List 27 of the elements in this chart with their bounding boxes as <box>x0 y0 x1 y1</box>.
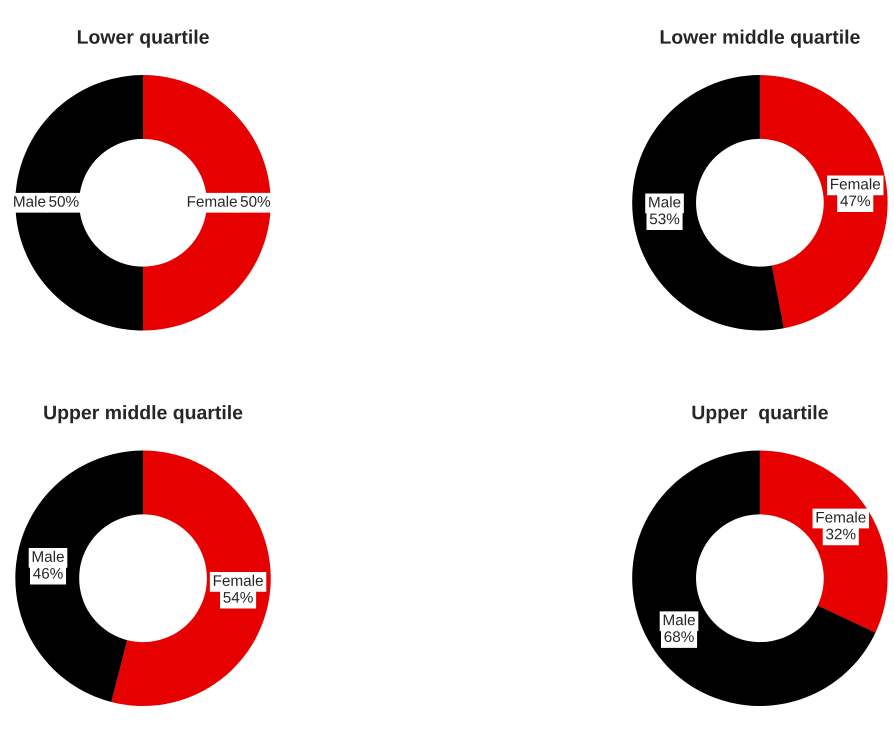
data-label: 54% <box>223 592 253 603</box>
data-label: 53% <box>650 213 680 224</box>
data-label: 50% <box>240 196 270 207</box>
donut-slice <box>15 75 144 330</box>
slice-label: Male <box>32 550 64 562</box>
chart-title: Lower quartile <box>78 30 209 48</box>
slice-label: Male <box>664 614 695 626</box>
donut-slice <box>632 75 784 330</box>
donut-slice <box>143 75 271 330</box>
slice-label: Male <box>649 196 680 208</box>
donut-slice <box>111 450 271 706</box>
data-label: 47% <box>840 196 870 206</box>
slice-label: Female <box>816 511 866 523</box>
slice-label: Female <box>188 196 237 207</box>
slice-label: Female <box>831 178 880 190</box>
donut-slice <box>632 450 876 706</box>
data-label: 32% <box>826 528 856 540</box>
chart-title: Upper middle quartile <box>44 405 242 424</box>
data-label: 50% <box>49 196 79 207</box>
chart-title: Upper quartile <box>692 405 828 424</box>
slice-label: Female <box>214 574 263 586</box>
donut-slice <box>760 75 888 328</box>
slice-label: Male <box>14 196 46 207</box>
donut-slice <box>15 450 144 702</box>
chart-title: Lower middle quartile <box>660 30 860 48</box>
data-label: 68% <box>664 631 694 642</box>
data-label: 46% <box>33 568 63 579</box>
